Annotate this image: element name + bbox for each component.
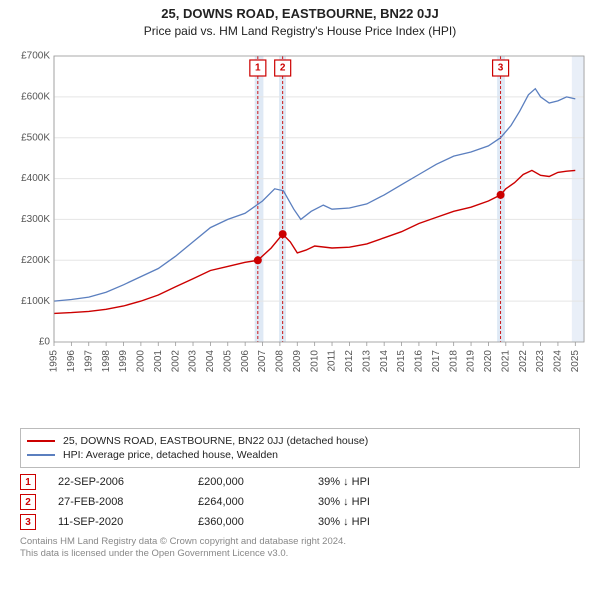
svg-text:£100K: £100K: [21, 296, 50, 307]
legend-label-price-paid: 25, DOWNS ROAD, EASTBOURNE, BN22 0JJ (de…: [63, 435, 368, 447]
svg-text:2013: 2013: [361, 350, 372, 373]
chart-title-block: 25, DOWNS ROAD, EASTBOURNE, BN22 0JJ Pri…: [0, 0, 600, 40]
chart-svg: £0 £100K £200K £300K £400K £500K £600K £700K 199…: [10, 44, 590, 424]
svg-text:2020: 2020: [483, 350, 494, 373]
transaction-row: 2 27-FEB-2008 £264,000 30% ↓ HPI: [20, 494, 580, 510]
legend-box: 25, DOWNS ROAD, EASTBOURNE, BN22 0JJ (de…: [20, 428, 580, 468]
footnote: Contains HM Land Registry data © Crown c…: [20, 536, 580, 561]
svg-text:£400K: £400K: [21, 173, 50, 184]
svg-text:2001: 2001: [153, 350, 164, 373]
svg-text:2014: 2014: [379, 350, 390, 373]
svg-text:2018: 2018: [448, 350, 459, 373]
page-root: 25, DOWNS ROAD, EASTBOURNE, BN22 0JJ Pri…: [0, 0, 600, 561]
svg-text:£200K: £200K: [21, 255, 50, 266]
svg-text:£700K: £700K: [21, 51, 50, 62]
transaction-price: £360,000: [198, 516, 318, 528]
legend-label-hpi: HPI: Average price, detached house, Weal…: [63, 449, 278, 461]
svg-text:1997: 1997: [83, 350, 94, 373]
transaction-diff: 39% ↓ HPI: [318, 476, 438, 488]
svg-text:2017: 2017: [431, 350, 442, 373]
svg-text:2011: 2011: [327, 350, 338, 372]
svg-text:2002: 2002: [170, 350, 181, 373]
svg-text:2009: 2009: [292, 350, 303, 373]
footnote-line2: This data is licensed under the Open Gov…: [20, 548, 580, 560]
transaction-price: £264,000: [198, 496, 318, 508]
legend-row-hpi: HPI: Average price, detached house, Weal…: [27, 449, 573, 461]
svg-text:1999: 1999: [118, 350, 129, 373]
legend-swatch-price-paid: [27, 440, 55, 442]
svg-text:2004: 2004: [205, 350, 216, 373]
transaction-marker-icon: 3: [20, 514, 36, 530]
svg-text:2019: 2019: [466, 350, 477, 373]
transaction-row: 3 11-SEP-2020 £360,000 30% ↓ HPI: [20, 514, 580, 530]
svg-text:£600K: £600K: [21, 91, 50, 102]
svg-text:1996: 1996: [66, 350, 77, 373]
transaction-marker-icon: 2: [20, 494, 36, 510]
svg-text:1: 1: [255, 63, 261, 74]
transaction-date: 27-FEB-2008: [58, 496, 198, 508]
svg-text:2010: 2010: [309, 350, 320, 373]
svg-text:2008: 2008: [275, 350, 286, 373]
chart-area: £0 £100K £200K £300K £400K £500K £600K £700K 199…: [10, 44, 590, 424]
legend-row-price-paid: 25, DOWNS ROAD, EASTBOURNE, BN22 0JJ (de…: [27, 435, 573, 447]
svg-text:2: 2: [280, 63, 286, 74]
transaction-diff: 30% ↓ HPI: [318, 516, 438, 528]
svg-text:£0: £0: [39, 337, 51, 348]
svg-text:2023: 2023: [535, 350, 546, 373]
svg-text:2021: 2021: [500, 350, 511, 373]
chart-subtitle: Price paid vs. HM Land Registry's House …: [0, 24, 600, 38]
transactions-table: 1 22-SEP-2006 £200,000 39% ↓ HPI 2 27-FE…: [20, 474, 580, 530]
transaction-date: 22-SEP-2006: [58, 476, 198, 488]
svg-text:3: 3: [498, 63, 504, 74]
svg-text:2003: 2003: [188, 350, 199, 373]
svg-text:£300K: £300K: [21, 214, 50, 225]
svg-text:2007: 2007: [257, 350, 268, 373]
transaction-price: £200,000: [198, 476, 318, 488]
transaction-diff: 30% ↓ HPI: [318, 496, 438, 508]
legend-swatch-hpi: [27, 454, 55, 456]
svg-text:2025: 2025: [570, 350, 581, 373]
svg-text:£500K: £500K: [21, 132, 50, 143]
svg-text:2024: 2024: [553, 350, 564, 373]
transaction-marker-icon: 1: [20, 474, 36, 490]
svg-text:2006: 2006: [240, 350, 251, 373]
svg-text:1995: 1995: [49, 350, 60, 373]
svg-text:1998: 1998: [101, 350, 112, 373]
transaction-row: 1 22-SEP-2006 £200,000 39% ↓ HPI: [20, 474, 580, 490]
svg-text:2016: 2016: [414, 350, 425, 373]
svg-text:2000: 2000: [136, 350, 147, 373]
svg-text:2015: 2015: [396, 350, 407, 373]
svg-text:2022: 2022: [518, 350, 529, 373]
chart-title-address: 25, DOWNS ROAD, EASTBOURNE, BN22 0JJ: [0, 6, 600, 21]
svg-text:2005: 2005: [222, 350, 233, 373]
footnote-line1: Contains HM Land Registry data © Crown c…: [20, 536, 580, 548]
transaction-date: 11-SEP-2020: [58, 516, 198, 528]
svg-text:2012: 2012: [344, 350, 355, 373]
